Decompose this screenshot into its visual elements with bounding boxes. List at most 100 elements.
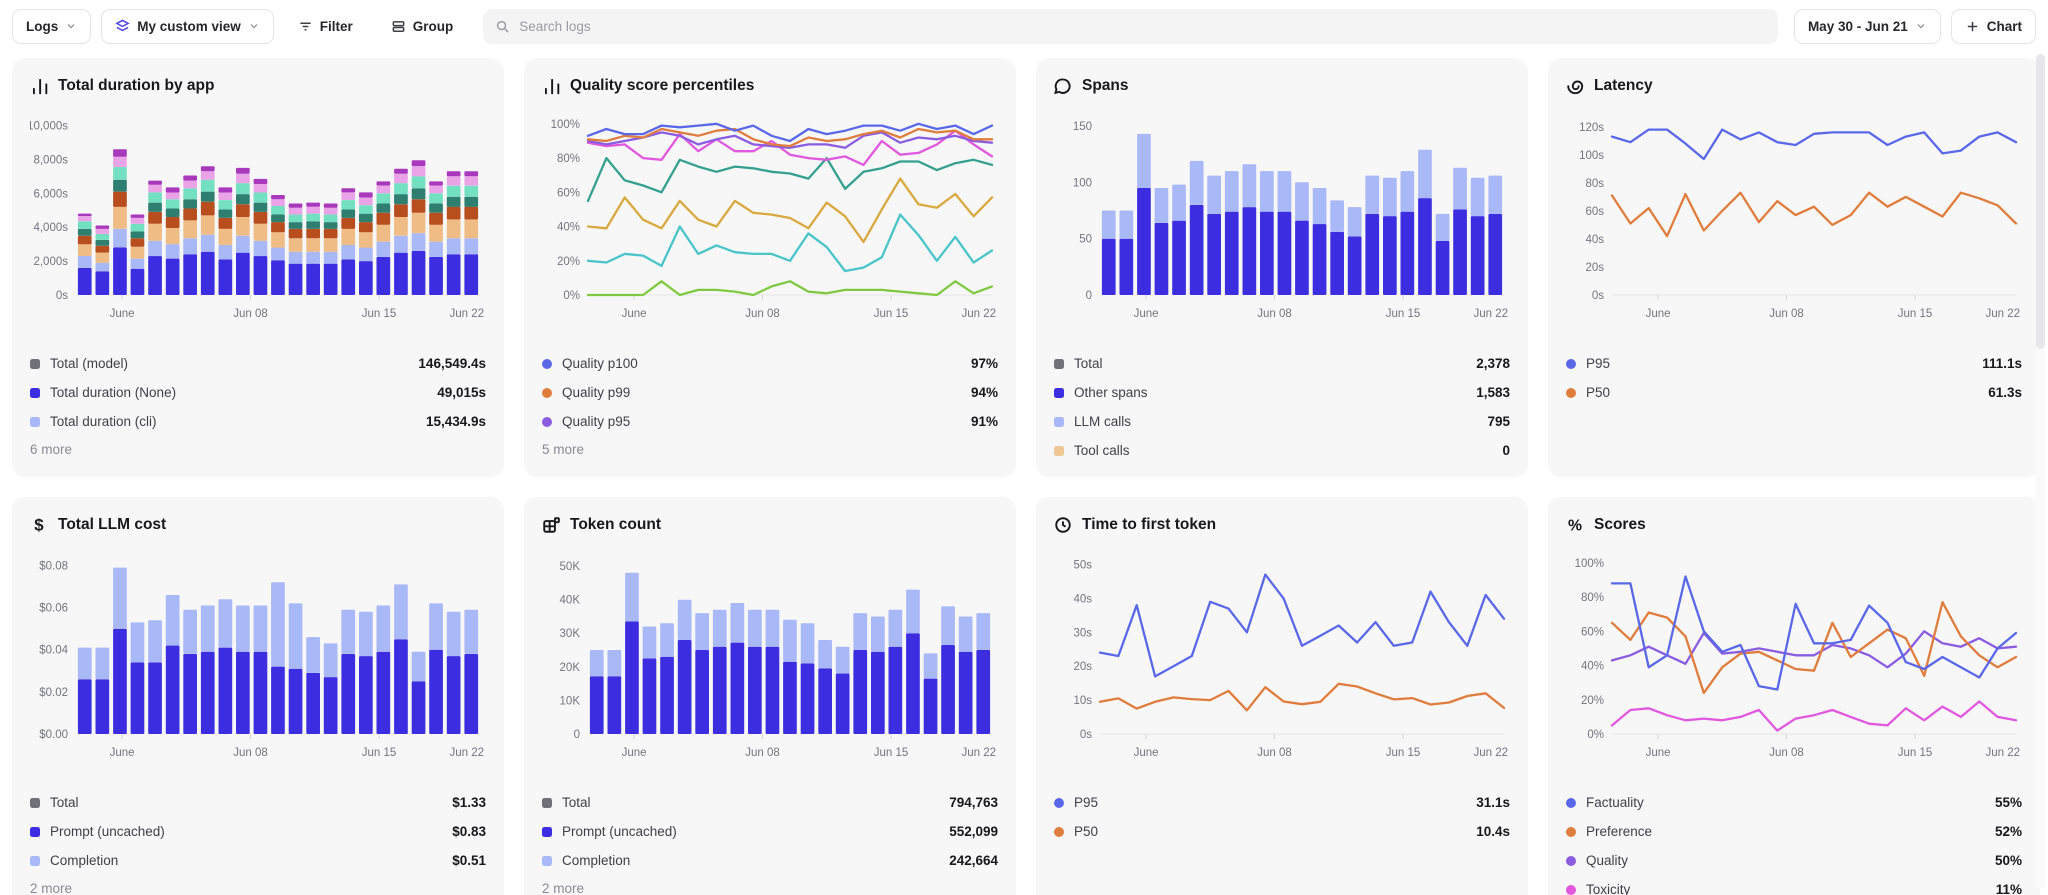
legend-item[interactable]: P95 111.1s <box>1566 349 2022 378</box>
legend: Total (model) 146,549.4s Total duration … <box>30 349 486 463</box>
legend-item[interactable]: Total duration (cli) 15,434.9s <box>30 407 486 436</box>
legend-swatch <box>1566 826 1576 837</box>
legend-more[interactable]: 2 more <box>30 881 73 895</box>
chart-canvas[interactable]: 0s 10s 20s 30s 40s 50s June Jun 08 Jun 15 Jun 22 <box>1054 544 1510 780</box>
scrollbar-thumb[interactable] <box>2036 54 2045 349</box>
chart-canvas[interactable]: 0s 2,000s 4,000s 6,000s 8,000s 10,000s June Jun… <box>30 105 486 341</box>
legend-value: 552,099 <box>949 824 998 839</box>
legend: Factuality 55% Preference 52% Quality 50… <box>1566 788 2022 895</box>
legend-label: Total duration (cli) <box>50 414 157 429</box>
card-header: Latency <box>1566 73 2022 99</box>
chart-canvas[interactable]: 0s 20s 40s 60s 80s 100s 120s June Jun 08 Jun 15 Ju… <box>1566 105 2022 341</box>
legend-item[interactable]: Prompt (uncached) 552,099 <box>542 817 998 846</box>
legend-item[interactable]: Toxicity 11% <box>1566 875 2022 895</box>
legend-swatch <box>1566 884 1576 895</box>
svg-text:40s: 40s <box>1585 234 1604 246</box>
svg-text:Jun 15: Jun 15 <box>874 308 909 320</box>
legend-label: Total <box>50 795 79 810</box>
legend-item[interactable]: Quality p100 97% <box>542 349 998 378</box>
legend-item[interactable]: Quality p99 94% <box>542 378 998 407</box>
card-header: Quality score percentiles <box>542 73 998 99</box>
chat-bubble-icon <box>1054 78 1071 95</box>
card-header: Token count <box>542 512 998 538</box>
legend-item[interactable]: P95 31.1s <box>1054 788 1510 817</box>
legend-more[interactable]: 6 more <box>30 442 73 457</box>
legend-item[interactable]: Completion 242,664 <box>542 846 998 875</box>
svg-text:Jun 08: Jun 08 <box>745 747 780 759</box>
svg-text:Jun 22: Jun 22 <box>449 747 484 759</box>
date-range-button[interactable]: May 30 - Jun 21 <box>1793 8 1941 44</box>
legend-item[interactable]: Quality 50% <box>1566 846 2022 875</box>
dollar-icon: $ <box>34 516 44 534</box>
legend-item[interactable]: Total (model) 146,549.4s <box>30 349 486 378</box>
legend-swatch <box>542 358 552 369</box>
legend-item[interactable]: Prompt (uncached) $0.83 <box>30 817 486 846</box>
svg-text:50: 50 <box>1079 234 1092 246</box>
svg-text:80%: 80% <box>557 153 580 165</box>
svg-text:40s: 40s <box>1073 593 1092 605</box>
legend-more[interactable]: 2 more <box>542 881 585 895</box>
chart-canvas[interactable]: 0 50 100 150 June Jun 08 Jun 15 Jun 22 <box>1054 105 1510 341</box>
legend-item[interactable]: Tool calls 0 <box>1054 436 1510 465</box>
view-dropdown[interactable]: My custom view <box>101 8 274 44</box>
add-chart-button[interactable]: Chart <box>1950 8 2036 44</box>
snail-icon <box>1567 80 1584 95</box>
search-input[interactable] <box>519 18 1766 34</box>
legend-item[interactable]: P50 61.3s <box>1566 378 2022 407</box>
chart-canvas[interactable]: 0% 20% 40% 60% 80% 100% June Jun 08 Jun 15 Jun 22 <box>1566 544 2022 780</box>
svg-text:80%: 80% <box>1581 592 1604 604</box>
legend-item[interactable]: Total $1.33 <box>30 788 486 817</box>
legend-label: Quality p95 <box>562 414 631 429</box>
filter-button[interactable]: Filter <box>284 9 367 44</box>
group-button-label: Group <box>412 18 454 34</box>
legend-item[interactable]: Completion $0.51 <box>30 846 486 875</box>
legend-value: 15,434.9s <box>425 414 486 429</box>
legend-item[interactable]: Quality p95 91% <box>542 407 998 436</box>
legend-item[interactable]: Other spans 1,583 <box>1054 378 1510 407</box>
legend-item[interactable]: P50 10.4s <box>1054 817 1510 846</box>
legend-label: Total duration (None) <box>50 385 177 400</box>
legend-swatch <box>1566 387 1576 398</box>
legend-value: 94% <box>970 385 998 400</box>
legend-value: 50% <box>1994 853 2022 868</box>
legend-value: $0.51 <box>452 853 486 868</box>
legend-label: Total (model) <box>50 356 129 371</box>
legend-value: 11% <box>1995 882 2022 895</box>
chart-card-spans: Spans 0 50 100 150 June Jun 08 Jun 15 Jun 22 To… <box>1036 58 1528 477</box>
chart-card-token-count: Token count 0 10K 20K 30K 40K 50K June Jun 08 Ju… <box>524 497 1016 895</box>
logs-dropdown[interactable]: Logs <box>12 8 92 44</box>
svg-text:50K: 50K <box>560 561 581 573</box>
svg-text:100: 100 <box>1073 177 1092 189</box>
svg-text:Jun 15: Jun 15 <box>362 308 397 320</box>
scrollbar[interactable] <box>2036 54 2045 889</box>
legend-more[interactable]: 5 more <box>542 442 585 457</box>
legend-item[interactable]: Preference 52% <box>1566 817 2022 846</box>
chart-canvas[interactable]: 0 10K 20K 30K 40K 50K June Jun 08 Jun 15 Jun 22 <box>542 544 998 780</box>
legend-value: 2,378 <box>1476 356 1510 371</box>
legend-swatch <box>1054 797 1064 808</box>
group-rows-icon <box>392 20 405 32</box>
legend-item[interactable]: Total 794,763 <box>542 788 998 817</box>
svg-text:Jun 22: Jun 22 <box>449 308 484 320</box>
legend-value: 52% <box>1994 824 2022 839</box>
svg-text:30s: 30s <box>1073 627 1092 639</box>
group-button[interactable]: Group <box>377 9 468 44</box>
chart-card-total-llm-cost: $ Total LLM cost $0.00 $0.02 $0.04 $0.06 $0.… <box>12 497 504 895</box>
legend-item[interactable]: LLM calls 795 <box>1054 407 1510 436</box>
toolbar: Logs My custom view Filter Group May 30 … <box>0 0 2048 50</box>
svg-text:Jun 22: Jun 22 <box>1473 747 1508 759</box>
legend-swatch <box>542 826 552 837</box>
card-header: $ Total LLM cost <box>30 512 486 538</box>
chart-card-total-duration-by-app: Total duration by app 0s 2,000s 4,000s 6,00… <box>12 58 504 477</box>
legend-item[interactable]: Total duration (None) 49,015s <box>30 378 486 407</box>
legend-item[interactable]: Factuality 55% <box>1566 788 2022 817</box>
svg-text:Jun 15: Jun 15 <box>362 747 397 759</box>
bar-chart-icon <box>32 78 48 95</box>
chart-canvas[interactable]: $0.00 $0.02 $0.04 $0.06 $0.08 June Jun 08 Jun 1… <box>30 544 486 780</box>
svg-text:0s: 0s <box>1080 729 1092 741</box>
svg-text:Jun 15: Jun 15 <box>1386 747 1421 759</box>
legend-item[interactable]: Total 2,378 <box>1054 349 1510 378</box>
svg-text:2,000s: 2,000s <box>33 256 68 268</box>
svg-text:10K: 10K <box>560 695 581 707</box>
chart-canvas[interactable]: 0% 20% 40% 60% 80% 100% June Jun 08 Jun 15 Jun 22 <box>542 105 998 341</box>
